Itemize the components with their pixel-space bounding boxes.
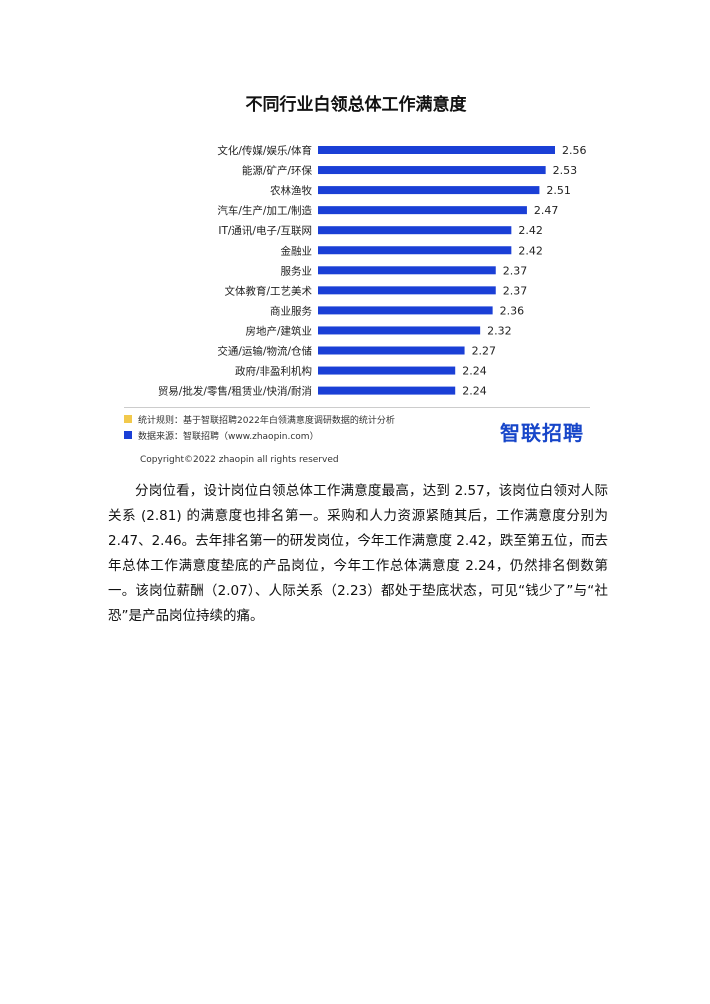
value-label: 2.51 bbox=[546, 184, 571, 197]
legend-text-rule: 统计规则：基于智联招聘2022年白领满意度调研数据的统计分析 bbox=[138, 415, 395, 426]
value-label: 2.53 bbox=[553, 164, 578, 177]
category-label: 文体教育/工艺美术 bbox=[224, 284, 312, 297]
value-label: 2.32 bbox=[487, 324, 512, 337]
chart-figure: 不同行业白领总体工作满意度 文化/传媒/娱乐/体育 2.56 能源/矿产/环保 2.5… bbox=[118, 82, 594, 474]
value-label: 2.42 bbox=[518, 244, 543, 257]
copyright-text: Copyright©2022 zhaopin all rights reserv… bbox=[140, 455, 339, 465]
value-label: 2.37 bbox=[503, 264, 528, 277]
value-label: 2.27 bbox=[472, 345, 497, 358]
divider-line bbox=[124, 407, 590, 408]
category-label: 金融业 bbox=[281, 244, 313, 257]
bar-chart: 不同行业白领总体工作满意度 文化/传媒/娱乐/体育 2.56 能源/矿产/环保 2.5… bbox=[158, 94, 587, 398]
chart-title: 不同行业白领总体工作满意度 bbox=[246, 94, 468, 115]
category-label: 政府/非盈利机构 bbox=[235, 365, 312, 378]
bar bbox=[318, 286, 496, 295]
category-label: 农林渔牧 bbox=[270, 184, 312, 197]
bar bbox=[318, 206, 527, 215]
legend-text-source: 数据来源：智联招聘（www.zhaopin.com） bbox=[138, 431, 319, 442]
legend-item-rule: 统计规则：基于智联招聘2022年白领满意度调研数据的统计分析 bbox=[124, 412, 395, 426]
bar bbox=[318, 326, 481, 335]
legend-swatch-rule bbox=[124, 415, 132, 423]
value-label: 2.36 bbox=[500, 304, 525, 317]
value-label: 2.37 bbox=[503, 284, 528, 297]
value-label: 2.24 bbox=[462, 385, 487, 398]
legend-item-source: 数据来源：智联招聘（www.zhaopin.com） bbox=[124, 428, 319, 442]
category-label: 服务业 bbox=[281, 264, 313, 277]
category-label: 房地产/建筑业 bbox=[245, 324, 312, 337]
category-label: 贸易/批发/零售/租赁业/快消/耐消 bbox=[158, 385, 312, 398]
value-label: 2.42 bbox=[518, 224, 543, 237]
zhaopin-logo: 智联招聘 bbox=[500, 421, 584, 445]
category-label: 汽车/生产/加工/制造 bbox=[217, 204, 312, 217]
bar bbox=[318, 166, 546, 175]
bar bbox=[318, 246, 512, 255]
category-label: 商业服务 bbox=[270, 304, 312, 317]
bar bbox=[318, 146, 555, 154]
value-label: 2.47 bbox=[534, 204, 559, 217]
bar bbox=[318, 226, 512, 235]
value-label: 2.24 bbox=[462, 365, 487, 378]
bar bbox=[318, 366, 456, 375]
bar bbox=[318, 186, 540, 195]
bar bbox=[318, 346, 465, 355]
category-label: 交通/运输/物流/仓储 bbox=[217, 345, 312, 358]
category-label: IT/通讯/电子/互联网 bbox=[218, 224, 312, 237]
category-label: 能源/矿产/环保 bbox=[242, 164, 313, 177]
legend-swatch-source bbox=[124, 431, 132, 439]
bar bbox=[318, 306, 493, 315]
category-label: 文化/传媒/娱乐/体育 bbox=[217, 144, 312, 157]
value-label: 2.56 bbox=[562, 144, 587, 157]
body-paragraph: 分岗位看，设计岗位白领总体工作满意度最高，达到 2.57，该岗位白领对人际关系 … bbox=[108, 483, 608, 624]
bar bbox=[318, 266, 496, 275]
bar bbox=[318, 386, 456, 395]
